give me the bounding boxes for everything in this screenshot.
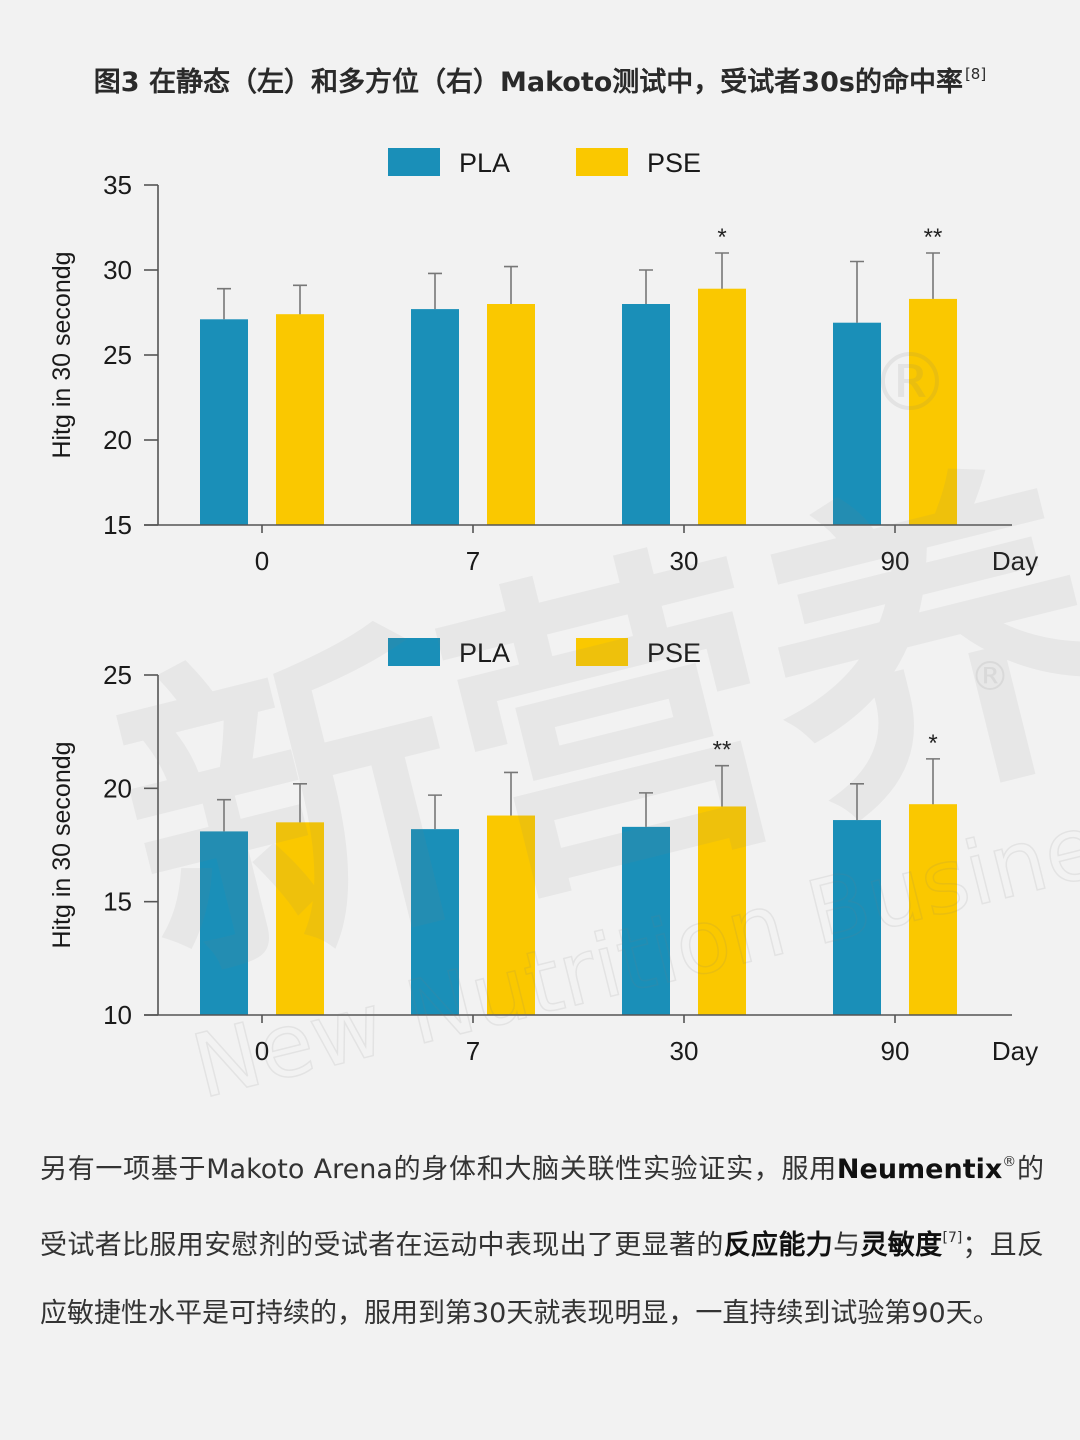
top-x-tick-label-0: 0 [255,546,269,576]
bottom-significance-day-30: ** [713,737,732,764]
bottom-errorbar-pse-day-90 [926,758,940,805]
bottom-errorbar-pla-day-7 [428,794,442,830]
bottom-x-tick-label-90: 90 [881,1036,910,1066]
top-bar-pla-day-30 [622,304,670,525]
top-x-axis-label: Day [992,546,1038,576]
top-bar-pse-day-0 [276,314,324,525]
top-legend-label-pse: PSE [647,148,701,178]
top-x-tick-label-30: 30 [670,546,699,576]
bottom-legend-label-pla: PLA [459,638,510,668]
bottom-y-axis-label: Hitg in 30 secondg [48,741,76,948]
bottom-y-tick-label-15: 15 [103,887,132,917]
top-bar-pla-day-7 [411,309,459,525]
top-bar-pse-day-7 [487,304,535,525]
top-bar-pla-day-90 [833,322,881,525]
bottom-y-tick-label-20: 20 [103,773,132,803]
top-errorbar-pse-day-30 [715,252,729,289]
bottom-legend-swatch-pse [576,638,628,666]
brand-name: Neumentix [836,1154,1003,1185]
top-y-tick-label-15: 15 [103,510,132,540]
bottom-x-tick-label-30: 30 [670,1036,699,1066]
top-x-tick-label-90: 90 [881,546,910,576]
figure-title-ref: [8] [964,65,987,83]
top-y-tick-label-30: 30 [103,255,132,285]
top-significance-day-30: * [717,224,726,251]
top-x-tick-label-7: 7 [466,546,480,576]
bottom-errorbar-pla-day-0 [217,798,231,832]
bottom-bar-pla-day-0 [200,831,248,1015]
bottom-x-tick-label-7: 7 [466,1036,480,1066]
bottom-y-tick-label-25: 25 [103,660,132,690]
bottom-errorbar-pse-day-7 [504,771,518,816]
body-text-3: 与 [833,1230,861,1261]
top-legend-swatch-pse [576,148,628,176]
top-errorbar-pla-day-7 [428,272,442,310]
top-bar-pla-day-0 [200,319,248,525]
bottom-legend-label-pse: PSE [647,638,701,668]
bottom-significance-day-90: * [928,730,937,757]
top-bar-pse-day-30 [698,288,746,525]
top-y-tick-label-25: 25 [103,340,132,370]
bottom-legend-swatch-pla [388,638,440,666]
body-paragraph: 另有一项基于Makoto Arena的身体和大脑关联性实验证实，服用Neumen… [40,1128,1044,1348]
body-text-2: 的受试者比服用安慰剂的受试者在运动中表现出了更显著的 [40,1154,1045,1261]
figure-title-text: 图3 在静态（左）和多方位（右）Makoto测试中，受试者30s的命中率 [93,67,963,98]
bottom-bar-pla-day-30 [622,826,670,1015]
bottom-errorbar-pla-day-90 [850,783,864,821]
bottom-x-tick-label-0: 0 [255,1036,269,1066]
bottom-bar-pse-day-0 [276,822,324,1015]
top-errorbar-pla-day-30 [639,269,653,304]
top-y-tick-label-35: 35 [103,170,132,200]
brand-mark: ® [1002,1154,1017,1170]
top-legend-label-pla: PLA [459,148,510,178]
top-legend-swatch-pla [388,148,440,176]
top-errorbar-pse-day-7 [504,265,518,304]
bottom-bar-pse-day-7 [487,815,535,1015]
bottom-bar-pse-day-90 [909,804,957,1015]
bottom-errorbar-pla-day-30 [639,792,653,827]
bottom-errorbar-pse-day-0 [293,783,307,823]
top-y-axis-label: Hitg in 30 secondg [48,251,76,458]
figure-title: 图3 在静态（左）和多方位（右）Makoto测试中，受试者30s的命中率 [8] [0,60,1080,99]
body-text-1: 另有一项基于Makoto Arena的身体和大脑关联性实验证实，服用 [40,1154,837,1185]
bottom-bar-pse-day-30 [698,806,746,1015]
top-bar-pse-day-90 [909,298,957,525]
bottom-errorbar-pse-day-30 [715,764,729,807]
bottom-bar-pla-day-7 [411,829,459,1015]
bottom-x-axis-label: Day [992,1036,1038,1066]
highlight-agility: 灵敏度 [860,1230,943,1261]
body-text-4: ；且反应敏捷性水平是可持续的，服用到第30天就表现明显，一直持续到试验第90天。 [40,1230,1045,1329]
top-errorbar-pse-day-90 [926,252,940,299]
bottom-y-tick-label-10: 10 [103,1000,132,1030]
top-errorbar-pla-day-0 [217,287,231,320]
top-errorbar-pse-day-0 [293,284,307,315]
top-errorbar-pla-day-90 [850,260,864,323]
body-ref: [7] [942,1230,963,1246]
highlight-reaction: 反应能力 [723,1230,834,1261]
top-significance-day-90: ** [924,224,943,251]
bottom-bar-pla-day-90 [833,820,881,1015]
top-y-tick-label-20: 20 [103,425,132,455]
